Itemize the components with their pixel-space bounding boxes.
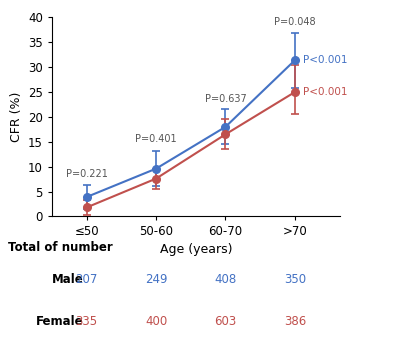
Text: P=0.637: P=0.637 — [205, 95, 246, 104]
Text: 350: 350 — [284, 273, 306, 286]
Y-axis label: CFR (%): CFR (%) — [10, 92, 22, 142]
X-axis label: Age (years): Age (years) — [160, 243, 232, 255]
Text: 408: 408 — [214, 273, 237, 286]
Text: 207: 207 — [76, 273, 98, 286]
Text: Total of number: Total of number — [8, 241, 113, 254]
Text: 335: 335 — [76, 314, 98, 328]
Text: Female: Female — [36, 314, 83, 328]
Text: P=0.048: P=0.048 — [274, 17, 316, 28]
Text: P<0.001: P<0.001 — [303, 87, 348, 97]
Text: 603: 603 — [214, 314, 237, 328]
Text: 249: 249 — [145, 273, 167, 286]
Text: P=0.401: P=0.401 — [135, 134, 177, 144]
Text: 400: 400 — [145, 314, 167, 328]
Text: P<0.001: P<0.001 — [303, 55, 348, 65]
Text: P=0.221: P=0.221 — [66, 169, 108, 179]
Text: 386: 386 — [284, 314, 306, 328]
Text: Male: Male — [52, 273, 83, 286]
